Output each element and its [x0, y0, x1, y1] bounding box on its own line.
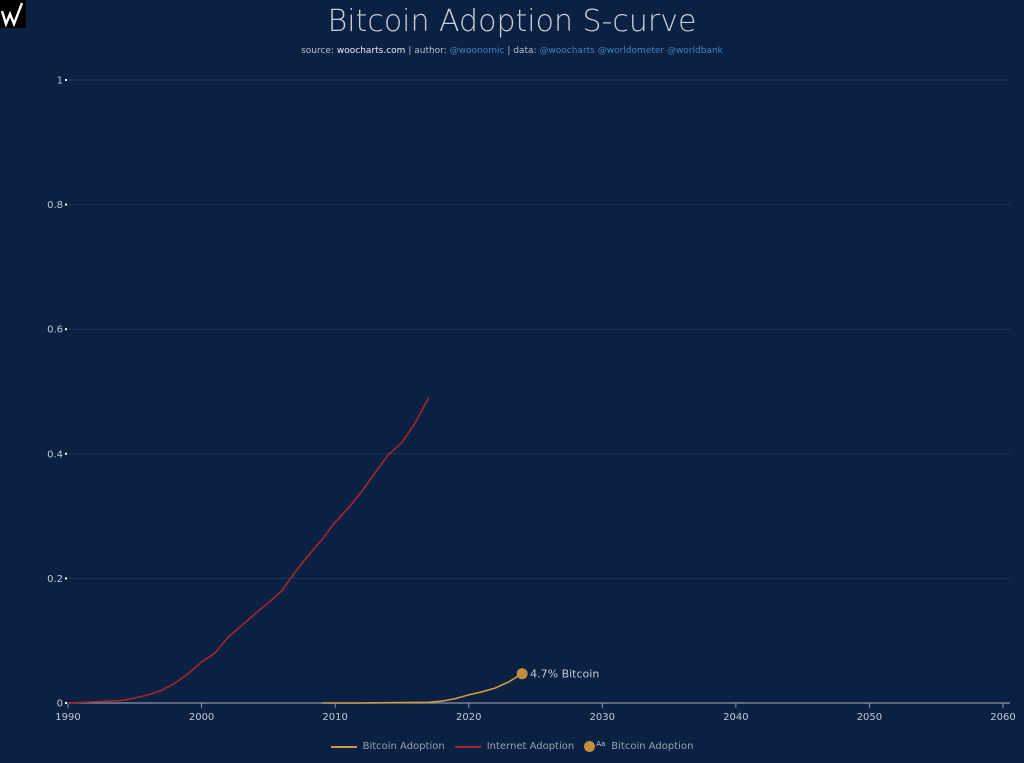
- chart-subtitle: source: woocharts.com | author: @woonomi…: [0, 46, 1024, 56]
- data-sources-link[interactable]: @woocharts @worldometer @worldbank: [539, 46, 723, 56]
- x-tick-label: 2060: [990, 712, 1015, 723]
- legend-marker-text: Aa: [596, 740, 606, 748]
- y-tick-mark: [65, 577, 67, 580]
- y-tick-mark: [65, 79, 67, 81]
- legend-item-bitcoin-marker[interactable]: Aa Bitcoin Adoption: [584, 740, 694, 752]
- y-tick-label: 0.6: [47, 325, 63, 336]
- x-tick-label: 2020: [456, 712, 481, 723]
- legend-item-bitcoin[interactable]: Bitcoin Adoption: [330, 741, 445, 752]
- x-tick-label: 2030: [590, 712, 615, 723]
- series-line-internet: [67, 397, 430, 704]
- legend-label: Bitcoin Adoption: [362, 741, 445, 752]
- author-link[interactable]: @woonomic: [449, 46, 505, 56]
- bitcoin-annotation-label: 4.7% Bitcoin: [530, 668, 599, 681]
- bitcoin-endpoint-marker: [516, 668, 528, 680]
- legend: Bitcoin Adoption Internet Adoption Aa Bi…: [0, 740, 1024, 752]
- legend-label: Internet Adoption: [486, 741, 575, 752]
- source-link[interactable]: woocharts.com: [336, 46, 406, 56]
- legend-marker-dot: [584, 741, 596, 752]
- series-line-bitcoin: [321, 673, 523, 704]
- chart-title: Bitcoin Adoption S-curve: [327, 4, 697, 39]
- y-tick-label: 1: [57, 76, 63, 87]
- y-tick-mark: [65, 452, 67, 455]
- y-tick-label: 0: [57, 699, 63, 710]
- legend-swatch-internet: [454, 745, 481, 748]
- woocharts-logo: [0, 0, 26, 28]
- data-label: | data:: [507, 46, 537, 56]
- legend-swatch-bitcoin: [330, 745, 357, 748]
- y-tick-label: 0.8: [47, 200, 63, 211]
- y-tick-label: 0.4: [47, 449, 63, 460]
- legend-item-internet[interactable]: Internet Adoption: [454, 741, 575, 752]
- legend-label: Bitcoin Adoption: [611, 741, 694, 752]
- x-tick-label: 2040: [723, 712, 748, 723]
- source-label: source:: [301, 46, 335, 56]
- y-tick-mark: [65, 702, 67, 704]
- y-tick-mark: [65, 203, 67, 206]
- y-tick-label: 0.2: [47, 574, 63, 585]
- x-tick-label: 1990: [55, 712, 80, 723]
- x-tick-label: 2010: [322, 712, 347, 723]
- x-tick-label: 2050: [857, 712, 882, 723]
- x-tick-label: 2000: [189, 712, 214, 723]
- y-tick-mark: [65, 328, 67, 331]
- author-label: | author:: [408, 46, 447, 56]
